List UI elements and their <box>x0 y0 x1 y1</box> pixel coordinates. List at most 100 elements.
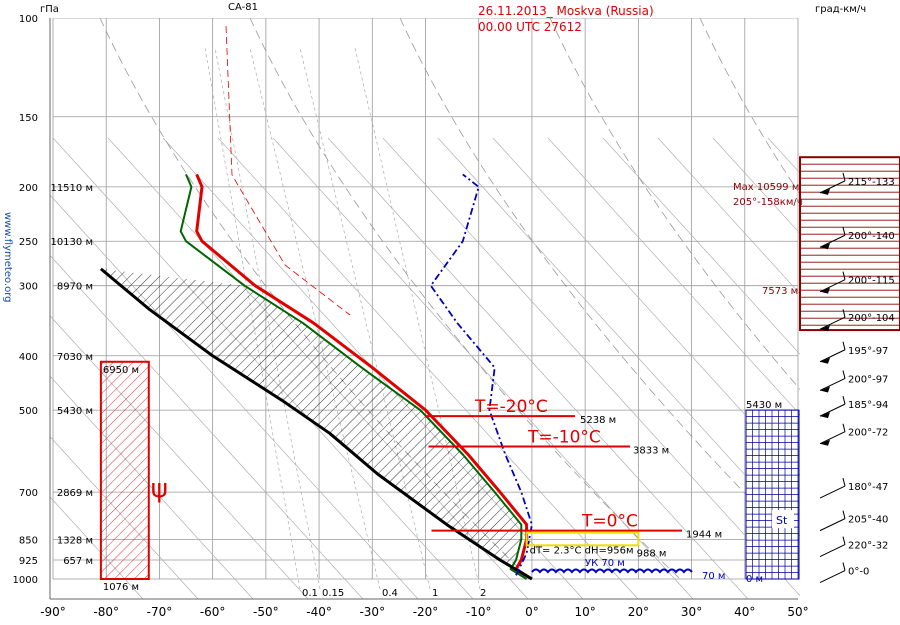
wind-label: 200°-140 <box>848 231 895 242</box>
wind-barb-flag <box>842 423 846 432</box>
mixing-ratio-label: 2 <box>480 588 486 599</box>
annotation-boxes: 6950 м 1076 м ψ St 5430 м 0 м Max 10599 м 205°-… <box>99 156 900 593</box>
dry-adiabat <box>50 496 144 600</box>
inversion-base-label: 988 м <box>637 548 667 559</box>
site-label: www.flymeteo.org <box>2 212 13 303</box>
x-tick-label: 10° <box>575 605 596 619</box>
wind-barb-flag <box>842 536 846 545</box>
wind-barb-pennant <box>820 412 830 419</box>
pressure-tick-label: 500 <box>19 406 38 417</box>
wind-barb-staff <box>819 431 846 445</box>
dry-adiabat <box>50 254 364 600</box>
series-line-wind-profile <box>429 173 533 576</box>
wind-label: 215°-133 <box>848 177 895 188</box>
surface-label: УК 70 м <box>585 558 625 569</box>
freezing-level-label: T=0°C <box>581 512 638 532</box>
wind-barb <box>819 510 846 532</box>
height-label: 5430 м <box>57 406 93 417</box>
wind-barb-pennant <box>820 357 830 364</box>
mixing-ratio-label: 1 <box>432 588 438 599</box>
pressure-tick-label: 700 <box>19 488 38 499</box>
wind-barb-pennant <box>820 386 830 393</box>
wind-barb <box>819 309 846 332</box>
freezing-level-height: 3833 м <box>633 446 669 457</box>
mixing-ratio-line <box>214 47 321 590</box>
wind-barb-pennant <box>820 325 830 332</box>
mixing-ratio-line <box>204 47 301 590</box>
pressure-tick-label: 200 <box>19 183 38 194</box>
annotations: T=-20°C 5238 м T=-10°C 3833 м T=0°C 1944 м dT=… <box>302 397 725 599</box>
wind-barb-staff <box>819 279 846 293</box>
wind-barb-staff <box>819 518 846 532</box>
series-line-path <box>99 267 533 581</box>
instrument-label: CA-81 <box>228 2 258 13</box>
freezing-level-height: 5238 м <box>580 415 616 426</box>
wind-barb <box>819 341 846 364</box>
pressure-tick-label: 150 <box>19 113 38 124</box>
wind-barb <box>819 370 846 393</box>
mixing-ratio-line <box>249 47 381 590</box>
dry-adiabat <box>382 137 800 597</box>
cloud-type-bg <box>772 510 794 529</box>
wind-barb <box>819 562 846 584</box>
unit-wind: град-км/ч <box>815 4 866 15</box>
surface-wave <box>531 568 693 574</box>
wind-label: 220°-32 <box>848 541 888 552</box>
x-tick-label: -50° <box>253 605 279 619</box>
wind-barb-flag <box>842 396 846 405</box>
height-label: 10130 м <box>50 237 93 248</box>
ice-box <box>99 360 150 580</box>
max-wind-label: Max 10599 м <box>733 182 799 193</box>
dry-adiabat <box>50 436 199 600</box>
cloud-bottom-label: 0 м <box>746 574 763 585</box>
wind-label: 205°-40 <box>848 515 888 526</box>
pressure-tick-label: 1000 <box>13 575 38 586</box>
dry-adiabat <box>492 137 800 476</box>
max-wind-value: 205°-158км/ч <box>733 197 803 208</box>
wind-barb <box>819 477 846 499</box>
x-tick-label: 30° <box>681 605 702 619</box>
tropopause-bottom-label: 7573 м <box>762 286 798 297</box>
wind-barb-staff <box>819 316 846 330</box>
ice-box-bottom-label: 1076 м <box>103 582 139 593</box>
instrument-curve <box>225 25 351 316</box>
wind-label: 200°-97 <box>848 374 888 385</box>
mixing-ratio-line <box>299 47 431 590</box>
height-label: 657 м <box>63 556 93 567</box>
dry-adiabat <box>50 194 419 600</box>
wind-barb-flag <box>842 562 846 571</box>
wind-barb-flag <box>842 341 846 350</box>
surface-right-label: 70 м <box>702 571 725 582</box>
wind-barb <box>819 172 846 195</box>
dry-adiabat <box>712 137 800 235</box>
wind-barb-flag <box>842 172 846 181</box>
wind-barb-flag <box>842 370 846 379</box>
dry-adiabat <box>602 137 800 355</box>
ice-box-top-label: 6950 м <box>103 365 139 376</box>
series-layer <box>99 173 693 581</box>
wind-barb-pennant <box>820 287 830 294</box>
wind-barb-staff <box>819 180 846 194</box>
wind-barb-staff <box>819 485 846 499</box>
mixing-ratio-label: 0.1 <box>302 588 318 599</box>
x-tick-label: -20° <box>413 605 439 619</box>
x-tick-label: -40° <box>306 605 332 619</box>
wind-label: 185°-94 <box>848 400 888 411</box>
pressure-tick-label: 300 <box>19 282 38 293</box>
moist-adiabat <box>249 18 681 580</box>
dry-adiabat <box>50 375 254 600</box>
dry-adiabat <box>217 137 639 600</box>
wind-barb-pennant <box>820 188 830 195</box>
cloud-box: St <box>745 409 800 580</box>
x-tick-label: -30° <box>359 605 385 619</box>
height-label: 2869 м <box>57 488 93 499</box>
dry-adiabat <box>657 137 800 295</box>
x-tick-label: -70° <box>147 605 173 619</box>
wind-barb <box>819 423 846 446</box>
freezing-level-label: T=-20°C <box>474 397 548 417</box>
wind-barb-flag <box>842 271 846 280</box>
mixing-ratio-label: 0.4 <box>382 588 398 599</box>
wind-barb <box>819 396 846 419</box>
wind-barb <box>819 271 846 294</box>
